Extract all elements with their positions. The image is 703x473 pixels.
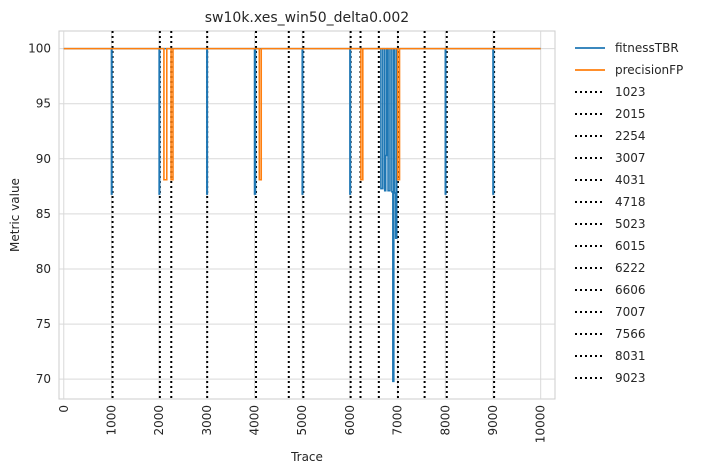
y-tick-label: 75 [36,317,51,331]
x-tick-label: 6000 [343,405,357,436]
series-lines [63,47,541,383]
plot-area [58,30,556,400]
legend-label-fitnessTBR: fitnessTBR [615,41,679,55]
legend-label-7566: 7566 [615,327,646,341]
y-tick-label: 90 [36,152,51,166]
legend-label-4031: 4031 [615,173,646,187]
x-tick-label: 4000 [248,405,262,436]
legend-label-8031: 8031 [615,349,646,363]
legend-label-2015: 2015 [615,107,646,121]
legend-label-6015: 6015 [615,239,646,253]
x-tick-label: 8000 [438,405,452,436]
legend-label-6606: 6606 [615,283,646,297]
legend-label-7007: 7007 [615,305,646,319]
x-tick-label: 9000 [486,405,500,436]
x-tick-label: 1000 [104,405,118,436]
x-tick-label: 5000 [295,405,309,436]
x-tick-label: 0 [57,405,71,413]
series-line-fitnessTBR [63,47,541,383]
y-axis-label: Metric value [8,178,22,252]
x-ticks: 0 1000 2000 3000 4000 5000 6000 7000 8000 9000 100… [57,405,548,443]
x-tick-label: 3000 [200,405,214,436]
legend-label-9023: 9023 [615,371,646,385]
legend-label-6222: 6222 [615,261,646,275]
y-tick-label: 80 [36,262,51,276]
x-tick-label: 10000 [534,405,548,443]
x-tick-label: 7000 [391,405,405,436]
chart-title: sw10k.xes_win50_delta0.002 [205,10,409,26]
legend: fitnessTBR precisionFP 1023 2015 2254 3007 403… [575,41,683,385]
legend-label-2254: 2254 [615,129,646,143]
y-ticks: 70 75 80 85 90 95 100 [28,42,51,387]
y-tick-label: 70 [36,372,51,386]
x-axis-label: Trace [290,450,323,464]
series-line-precisionFP [63,47,541,181]
y-tick-label: 95 [36,97,51,111]
legend-label-3007: 3007 [615,151,646,165]
legend-label-1023: 1023 [615,85,646,99]
x-tick-label: 2000 [152,405,166,436]
legend-label-precisionFP: precisionFP [615,63,683,77]
y-tick-label: 100 [28,42,51,56]
legend-label-4718: 4718 [615,195,646,209]
legend-label-5023: 5023 [615,217,646,231]
y-tick-label: 85 [36,207,51,221]
